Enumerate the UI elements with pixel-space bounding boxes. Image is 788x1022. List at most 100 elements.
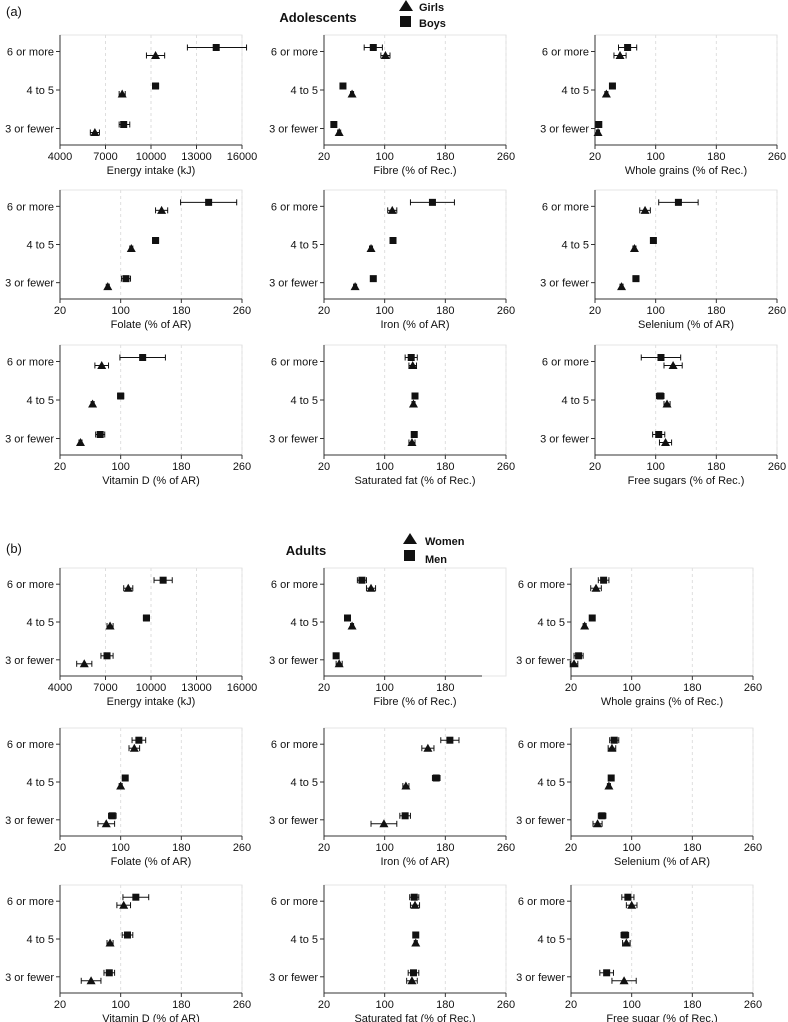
point-women-4-to-5 bbox=[411, 938, 421, 947]
legend-a-boys-label: Boys bbox=[419, 18, 446, 30]
point-girls-4-to-5 bbox=[347, 89, 357, 98]
point-men-3-or-fewer bbox=[399, 812, 411, 820]
legend-triangle-icon bbox=[403, 533, 417, 544]
point-boys-3-or-fewer bbox=[632, 275, 640, 283]
x-tick-label: 20 bbox=[318, 842, 330, 854]
section-b-label: (b) bbox=[6, 541, 22, 556]
point-men-6-or-more bbox=[153, 576, 173, 584]
y-tick-label: 3 or fewer bbox=[540, 124, 589, 136]
point-men-4-to-5 bbox=[412, 931, 420, 939]
triangle-marker bbox=[607, 743, 617, 752]
y-tick-label: 3 or fewer bbox=[269, 815, 318, 827]
triangle-marker bbox=[119, 900, 129, 909]
x-tick-label: 180 bbox=[707, 461, 725, 473]
x-tick-label: 260 bbox=[768, 461, 786, 473]
y-tick-label: 3 or fewer bbox=[5, 815, 54, 827]
point-boys-3-or-fewer bbox=[95, 431, 106, 438]
point-men-3-or-fewer bbox=[407, 969, 420, 977]
point-boys-4-to-5 bbox=[411, 392, 419, 400]
y-tick-label: 4 to 5 bbox=[537, 617, 565, 629]
x-axis-label: Energy intake (kJ) bbox=[107, 165, 196, 177]
square-marker bbox=[103, 652, 111, 660]
x-tick-label: 20 bbox=[589, 305, 601, 317]
x-tick-label: 260 bbox=[497, 842, 515, 854]
y-tick-label: 6 or more bbox=[7, 47, 54, 59]
square-marker bbox=[369, 44, 377, 51]
x-tick-label: 180 bbox=[707, 305, 725, 317]
point-boys-3-or-fewer bbox=[652, 431, 666, 438]
triangle-marker bbox=[619, 976, 629, 985]
triangle-marker bbox=[615, 51, 625, 59]
panel-saturated-fat-of-rec: 6 or more 4 to 5 3 or fewer 20 100 180 260 Satu… bbox=[269, 344, 515, 487]
point-girls-3-or-fewer bbox=[593, 128, 603, 136]
x-tick-label: 180 bbox=[707, 151, 725, 163]
point-men-4-to-5 bbox=[607, 774, 615, 782]
point-men-6-or-more bbox=[621, 893, 635, 901]
point-boys-4-to-5 bbox=[339, 82, 347, 90]
x-tick-label: 20 bbox=[589, 461, 601, 473]
x-tick-label: 180 bbox=[683, 842, 701, 854]
triangle-marker bbox=[640, 205, 650, 214]
x-tick-label: 10000 bbox=[136, 151, 167, 163]
x-tick-label: 100 bbox=[375, 999, 393, 1011]
y-tick-label: 4 to 5 bbox=[26, 240, 54, 252]
panel-free-sugars-of-rec: 6 or more 4 to 5 3 or fewer 20 100 180 260 Free… bbox=[540, 344, 786, 487]
x-tick-label: 180 bbox=[172, 305, 190, 317]
square-marker bbox=[446, 736, 454, 744]
point-boys-4-to-5 bbox=[649, 237, 657, 244]
x-tick-label: 16000 bbox=[227, 151, 258, 163]
square-marker bbox=[595, 121, 603, 128]
point-women-3-or-fewer bbox=[76, 659, 93, 668]
y-tick-label: 6 or more bbox=[7, 357, 54, 369]
y-tick-label: 6 or more bbox=[271, 201, 318, 213]
point-men-4-to-5 bbox=[121, 774, 129, 782]
triangle-marker bbox=[79, 659, 89, 668]
point-women-3-or-fewer bbox=[80, 976, 102, 985]
point-girls-4-to-5 bbox=[88, 399, 98, 408]
point-boys-4-to-5 bbox=[117, 392, 125, 400]
x-tick-label: 260 bbox=[497, 461, 515, 473]
point-men-3-or-fewer bbox=[332, 652, 340, 660]
section-b: (b) Adults Women Men 6 or more 4 to 5 3 or… bbox=[5, 533, 762, 1022]
triangle-marker bbox=[117, 89, 127, 98]
square-marker bbox=[428, 198, 436, 206]
triangle-marker bbox=[621, 938, 631, 947]
x-tick-label: 260 bbox=[744, 999, 762, 1011]
x-tick-label: 260 bbox=[233, 842, 251, 854]
point-boys-6-or-more bbox=[404, 354, 418, 361]
x-axis-label: Selenium (% of AR) bbox=[614, 856, 710, 868]
x-axis-label: Saturated fat (% of Rec.) bbox=[354, 1013, 475, 1022]
square-marker bbox=[410, 431, 418, 438]
point-girls-3-or-fewer bbox=[103, 282, 113, 291]
x-tick-label: 180 bbox=[436, 305, 454, 317]
point-boys-6-or-more bbox=[658, 198, 699, 206]
y-tick-label: 3 or fewer bbox=[269, 278, 318, 290]
triangle-marker bbox=[593, 819, 603, 828]
y-tick-label: 6 or more bbox=[271, 579, 318, 591]
square-marker bbox=[212, 44, 220, 51]
point-women-3-or-fewer bbox=[406, 976, 418, 985]
triangle-marker bbox=[401, 781, 411, 790]
y-tick-label: 4 to 5 bbox=[290, 777, 318, 789]
legend-b-women-label: Women bbox=[425, 536, 465, 548]
point-women-6-or-more bbox=[128, 743, 141, 752]
point-boys-6-or-more bbox=[618, 44, 638, 51]
x-axis-label: Iron (% of AR) bbox=[380, 856, 449, 868]
point-boys-3-or-fewer bbox=[369, 275, 377, 283]
triangle-marker bbox=[97, 361, 107, 369]
triangle-marker bbox=[103, 282, 113, 291]
square-marker bbox=[409, 969, 417, 977]
x-axis-label: Energy intake (kJ) bbox=[107, 696, 196, 708]
section-a: (a) Adolescents Girls Boys 6 or more 4 to… bbox=[5, 0, 786, 487]
square-marker bbox=[657, 354, 665, 361]
point-girls-6-or-more bbox=[387, 205, 398, 214]
point-girls-6-or-more bbox=[94, 361, 110, 369]
point-women-4-to-5 bbox=[105, 621, 115, 630]
x-tick-label: 100 bbox=[375, 305, 393, 317]
plot-frame bbox=[323, 567, 507, 677]
triangle-marker bbox=[75, 438, 85, 446]
triangle-marker bbox=[423, 743, 433, 752]
square-marker bbox=[105, 969, 113, 977]
y-tick-label: 6 or more bbox=[518, 579, 565, 591]
plot-frame bbox=[594, 344, 778, 456]
